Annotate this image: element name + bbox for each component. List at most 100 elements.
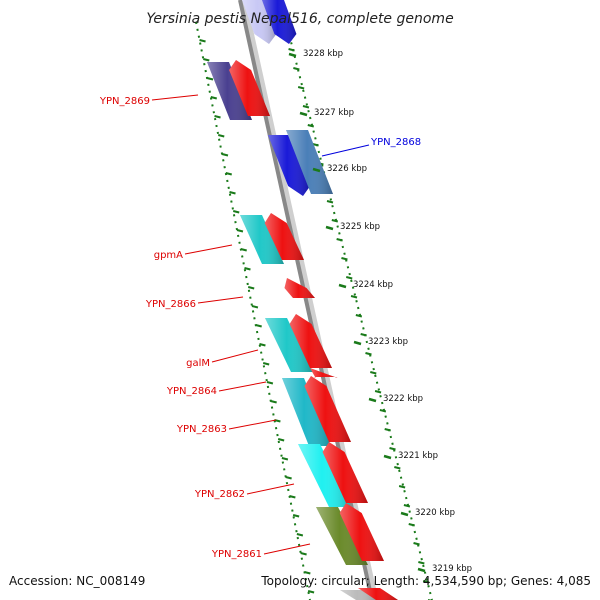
inner-tick [259, 343, 266, 347]
inner-tick [292, 514, 300, 518]
major-tick [288, 52, 297, 58]
inner-tick [199, 39, 206, 43]
outer-tick [394, 466, 401, 470]
major-tick [383, 454, 392, 460]
outer-tick [389, 447, 396, 451]
gene-label: YPN_2868 [370, 137, 421, 148]
inner-tick [270, 400, 277, 404]
outer-tick [355, 314, 363, 318]
outer-tick [293, 67, 300, 71]
outer-tick [302, 105, 310, 109]
scale-label: 3224 kbp [353, 280, 393, 290]
gene-label: galM [186, 358, 210, 369]
scale-label: 3228 kbp [303, 49, 343, 59]
leader-line [197, 296, 244, 304]
leader-line [184, 244, 233, 255]
gene-label: YPN_2866 [145, 299, 196, 310]
outer-tick [288, 48, 295, 52]
leader-line [228, 419, 277, 430]
gene-feature-shade [298, 444, 351, 507]
gene-feature-shade [340, 590, 378, 600]
outer-tick [418, 561, 425, 565]
major-tick [338, 283, 347, 289]
outer-tick [360, 333, 367, 337]
major-tick [353, 340, 362, 346]
outer-tick [341, 257, 348, 261]
outer-tick [384, 428, 391, 432]
major-tick [417, 567, 426, 573]
gene-feature-shade [289, 314, 332, 368]
gene-feature-shade [286, 130, 333, 194]
major-tick [299, 111, 308, 117]
inner-tick [203, 58, 210, 62]
outer-tick [403, 504, 411, 508]
scale-labels: 3228 kbp 3227 kbp 3226 kbp 3225 kbp 3224 kbp… [288, 49, 472, 574]
gene-feature-shade [240, 215, 284, 264]
inner-tick [300, 552, 307, 556]
outer-dotted-ring [285, 21, 433, 600]
major-tick [312, 167, 321, 173]
scale-label: 3223 kbp [368, 337, 408, 347]
inner-tick [251, 305, 259, 309]
outer-tick [379, 409, 387, 413]
outer-tick [374, 390, 382, 394]
leader-line [218, 381, 267, 392]
outer-tick [370, 371, 377, 375]
gene-label: gpmA [154, 250, 183, 261]
scale-label: 3226 kbp [327, 164, 367, 174]
gene-feature-shade [316, 507, 368, 565]
outer-tick [350, 295, 358, 299]
inner-tick [206, 77, 214, 81]
accession-text: Accession: NC_008149 [9, 574, 146, 588]
scale-label: 3219 kbp [432, 564, 472, 574]
outer-tick [398, 485, 406, 489]
scale-label: 3221 kbp [398, 451, 438, 461]
scale-label: 3227 kbp [314, 108, 354, 118]
gene-feature-shade [229, 60, 270, 116]
inner-tick [277, 438, 285, 442]
leader-line [263, 543, 311, 555]
leader-line [321, 144, 370, 157]
gene-feature-shade [322, 442, 368, 503]
major-tick [400, 511, 409, 517]
outer-tick [297, 86, 305, 90]
inner-tick [218, 134, 225, 138]
inner-tick [236, 229, 244, 233]
outer-tick [331, 219, 339, 223]
outer-tick [307, 124, 315, 128]
outer-tick [413, 542, 420, 546]
gene-label: YPN_2863 [176, 424, 227, 435]
gene-feature-shade [265, 318, 313, 372]
inner-tick [240, 248, 247, 252]
inner-tick [266, 381, 274, 385]
gene-feature-shade [310, 368, 338, 378]
gene-label: YPN_2862 [194, 489, 245, 500]
gene-labels: YPN_2869 YPN_2868 gpmA YPN_2866 galM YPN_2864… [99, 96, 421, 560]
outer-tick [422, 580, 430, 584]
gene-feature-shade [264, 213, 304, 260]
leader-line [211, 349, 259, 363]
gene-features [207, 0, 398, 600]
gene-feature-shade [282, 378, 331, 446]
inner-tick [247, 286, 255, 290]
inner-dotted-ring [195, 21, 311, 600]
inner-tick [304, 571, 311, 575]
leader-line [246, 483, 295, 495]
inner-tick [221, 153, 229, 157]
scale-label: 3222 kbp [383, 394, 423, 404]
gene-feature-shade [268, 135, 311, 196]
outer-tick [312, 143, 319, 147]
gene-feature-shade [339, 503, 384, 561]
major-tick [325, 225, 334, 231]
inner-tick [229, 191, 236, 195]
leader-line [151, 94, 199, 101]
gene-feature-shade [304, 376, 351, 442]
gene-feature-shade [262, 0, 297, 44]
scale-label: 3225 kbp [340, 222, 380, 232]
outer-tick [326, 200, 334, 204]
inner-tick [210, 96, 218, 100]
topology-text: Topology: circular; Length: 4,534,590 bp… [261, 574, 591, 588]
outer-tick [365, 352, 372, 356]
outer-tick [336, 238, 343, 242]
